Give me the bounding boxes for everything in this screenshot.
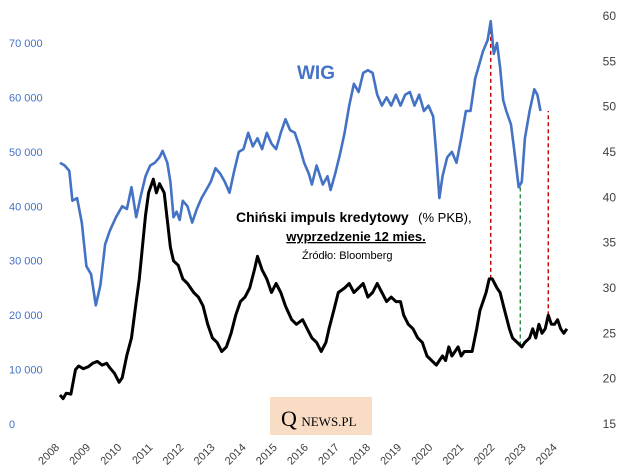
y-right-tick-label: 45: [603, 145, 617, 159]
y-right-tick-label: 15: [603, 417, 617, 431]
y-left-tick-label: 50 000: [9, 147, 43, 159]
y-right-tick-label: 35: [603, 236, 617, 250]
x-tick-label: 2010: [99, 442, 125, 468]
markers: [490, 21, 549, 346]
credit-impulse-line: [58, 177, 569, 401]
y-left-tick-label: 20 000: [9, 310, 43, 322]
y-left-tick-label: 70 000: [9, 38, 43, 50]
y-right-tick-label: 25: [603, 326, 617, 340]
annotation-source: Źródło: Bloomberg: [302, 249, 393, 262]
x-tick-label: 2013: [192, 442, 218, 468]
x-tick-label: 2018: [347, 442, 373, 468]
x-tick-label: 2011: [130, 442, 155, 467]
x-tick-label: 2020: [410, 442, 436, 468]
y-axis-left: 0 10 000 20 000 30 000 40 000 50 000 60 000 70 …: [9, 38, 43, 431]
annotation: Chiński impuls kredytowy (% PKB), wyprze…: [236, 209, 472, 262]
x-tick-label: 2019: [378, 442, 404, 468]
x-tick-label: 2014: [223, 442, 249, 468]
y-right-tick-label: 55: [603, 54, 617, 68]
y-left-tick-label: 40 000: [9, 201, 43, 213]
watermark-logo: Q NEWS.PL: [270, 397, 372, 435]
watermark-text: Q NEWS.PL: [281, 406, 357, 431]
x-tick-label: 2009: [67, 442, 93, 468]
watermark-q: Q: [281, 406, 297, 431]
y-right-tick-label: 20: [603, 372, 617, 386]
x-axis: 2008 2009 2010 2011 2012 2013 2014 2015 2016 2017…: [36, 442, 559, 468]
x-tick-label: 2016: [285, 442, 311, 468]
x-tick-label: 2024: [534, 442, 560, 468]
x-tick-label: 2017: [316, 442, 342, 468]
annotation-subtitle: wyprzedzenie 12 mies.: [285, 229, 425, 244]
series-lines: [58, 19, 569, 401]
watermark-box: [270, 397, 372, 435]
y-left-tick-label: 30 000: [9, 256, 43, 268]
x-tick-label: 2012: [161, 442, 187, 468]
annotation-title: Chiński impuls kredytowy: [236, 209, 409, 225]
annotation-title-line: Chiński impuls kredytowy (% PKB),: [236, 209, 472, 226]
y-right-tick-label: 50: [603, 100, 617, 114]
x-tick-label: 2023: [503, 442, 529, 468]
watermark-rest: NEWS.PL: [301, 414, 356, 429]
y-right-tick-label: 30: [603, 281, 617, 295]
wig-series-label: WIG: [297, 63, 335, 84]
wig-line: [59, 19, 542, 307]
y-right-tick-label: 40: [603, 190, 617, 204]
annotation-unit: (% PKB),: [418, 210, 471, 225]
x-tick-label: 2008: [36, 442, 62, 468]
y-left-tick-label: 60 000: [9, 92, 43, 104]
y-axis-right: 15 20 25 30 35 40 45 50 55 60: [603, 9, 617, 431]
y-right-tick-label: 60: [603, 9, 617, 23]
y-left-tick-label: 10 000: [9, 365, 43, 377]
x-tick-label: 2021: [441, 442, 467, 468]
x-tick-label: 2022: [472, 442, 498, 468]
x-tick-label: 2015: [254, 442, 280, 468]
y-left-tick-label: 0: [9, 419, 15, 431]
